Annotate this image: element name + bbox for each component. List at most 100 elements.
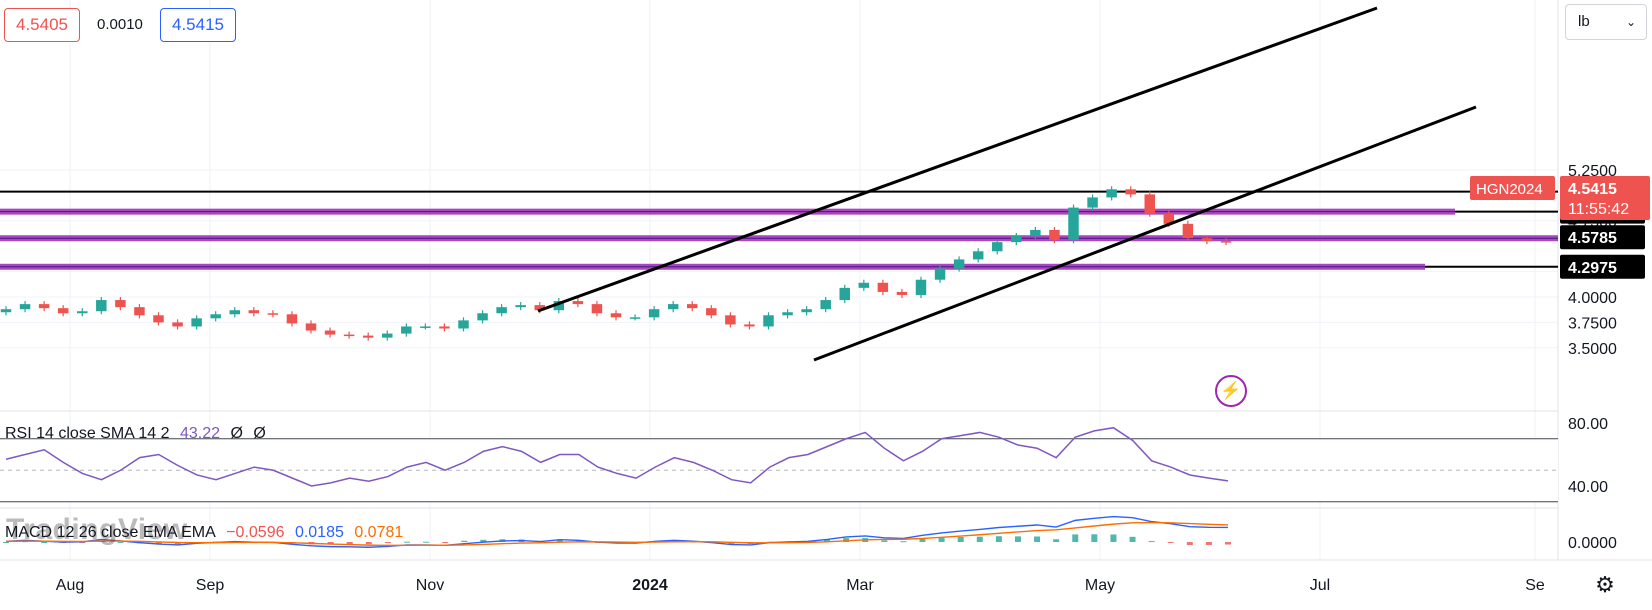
macd-histogram-bar bbox=[117, 541, 124, 543]
candle bbox=[172, 319, 183, 330]
candle bbox=[782, 309, 793, 319]
candle-body bbox=[153, 315, 164, 323]
macd-histogram-bar bbox=[423, 541, 430, 543]
candle-body bbox=[687, 304, 698, 309]
symbol-badge-text: HGN2024 bbox=[1476, 181, 1543, 198]
candle bbox=[1106, 186, 1117, 201]
candle bbox=[96, 297, 107, 315]
candle bbox=[839, 284, 850, 304]
candle bbox=[210, 311, 221, 322]
candle-body bbox=[0, 309, 12, 313]
macd-line-value: 0.0185 bbox=[294, 524, 344, 541]
candle-body bbox=[1144, 194, 1155, 214]
candle-body bbox=[591, 304, 603, 314]
rsi-label: RSI 14 close SMA 14 2 bbox=[5, 425, 170, 442]
level-badge-text: 4.5785 bbox=[1568, 230, 1617, 247]
candle bbox=[877, 279, 889, 295]
level-badge-text: 4.2975 bbox=[1568, 260, 1617, 277]
macd-histogram-bar bbox=[79, 542, 86, 543]
candle bbox=[953, 256, 965, 272]
macd-histogram-bar bbox=[174, 542, 181, 545]
gear-icon[interactable]: ⚙ bbox=[1595, 572, 1615, 597]
trendline-lower bbox=[813, 105, 1477, 362]
last-price-badge: 4.5415 11:55:42 bbox=[1560, 176, 1650, 220]
candle bbox=[1220, 238, 1232, 246]
rsi-tick-label: 80.00 bbox=[1568, 416, 1608, 433]
candle bbox=[420, 323, 431, 330]
candle bbox=[1030, 226, 1041, 240]
macd-histogram-bar bbox=[1053, 539, 1060, 542]
candle-body bbox=[324, 330, 336, 335]
level-badge: 4.5785 bbox=[1560, 225, 1645, 250]
candle bbox=[1087, 194, 1098, 211]
candle bbox=[972, 248, 984, 263]
candle-body bbox=[362, 335, 374, 338]
candle bbox=[744, 321, 755, 330]
candle-body bbox=[667, 304, 679, 310]
time-tick-label: Aug bbox=[56, 577, 84, 594]
ask-price-box[interactable]: 4.5415 bbox=[160, 8, 236, 42]
macd-histogram-bar bbox=[995, 536, 1002, 542]
candle-body bbox=[458, 320, 469, 329]
candle-body bbox=[1030, 229, 1041, 237]
time-tick-label: Nov bbox=[416, 577, 444, 594]
candle bbox=[153, 312, 164, 326]
tradingview-watermark: TradingView bbox=[6, 513, 188, 546]
lightning-icon[interactable]: ⚡ bbox=[1215, 375, 1247, 407]
rsi-tick-label: 40.00 bbox=[1568, 479, 1608, 496]
macd-histogram-bar bbox=[881, 540, 888, 542]
candle-body bbox=[706, 308, 717, 316]
candle-body bbox=[439, 326, 450, 329]
candle bbox=[1201, 235, 1213, 245]
macd-histogram-bar bbox=[384, 542, 391, 544]
candle-body bbox=[1068, 207, 1079, 241]
level-badge-bg bbox=[1560, 254, 1645, 279]
macd-histogram-bar bbox=[1148, 541, 1155, 543]
macd-histogram-bar bbox=[1129, 536, 1136, 542]
unit-dropdown[interactable]: lb ⌄ bbox=[1565, 4, 1647, 40]
candle-body bbox=[477, 313, 488, 321]
rsi-null-2: Ø bbox=[253, 425, 266, 442]
macd-histogram-bar bbox=[843, 538, 850, 542]
candle-body bbox=[77, 311, 88, 314]
candle-body bbox=[820, 300, 831, 310]
bid-price-box[interactable]: 4.5405 bbox=[4, 8, 80, 42]
macd-histogram-bar bbox=[1091, 534, 1098, 542]
last-price-text: 4.5415 bbox=[1568, 181, 1617, 198]
price-tick-label: 3.5000 bbox=[1568, 341, 1617, 358]
macd-hist-value: −0.0596 bbox=[226, 524, 285, 541]
macd-signal-line bbox=[5, 521, 1229, 547]
macd-histogram-bar bbox=[327, 542, 334, 545]
macd-legend[interactable]: MACD 12 26 close EMA EMA −0.0596 0.0185 … bbox=[5, 524, 409, 542]
pane-separators bbox=[0, 0, 1652, 561]
chevron-down-icon: ⌄ bbox=[1625, 15, 1636, 29]
macd-histogram-bar bbox=[365, 542, 372, 545]
candle bbox=[1182, 220, 1194, 242]
candle bbox=[648, 306, 660, 321]
macd-histogram-bar bbox=[461, 540, 468, 542]
candle-body bbox=[1106, 189, 1117, 198]
candle-body bbox=[839, 287, 850, 301]
candle bbox=[553, 298, 565, 314]
time-tick-label: May bbox=[1085, 577, 1115, 594]
candle bbox=[1125, 186, 1136, 198]
macd-tick-label: 0.0000 bbox=[1568, 535, 1617, 552]
rsi-value: 43.22 bbox=[179, 425, 221, 442]
candle-body bbox=[896, 291, 908, 295]
candle bbox=[1068, 204, 1079, 244]
candle bbox=[801, 306, 812, 316]
rsi-pane bbox=[0, 426, 1558, 503]
candle-body bbox=[915, 279, 927, 295]
candle bbox=[858, 279, 870, 291]
candle-body bbox=[572, 301, 584, 305]
candle bbox=[248, 307, 260, 317]
trendline-upper bbox=[537, 6, 1378, 313]
countdown-text: 11:55:42 bbox=[1568, 201, 1629, 218]
candle bbox=[439, 323, 450, 332]
rsi-legend[interactable]: RSI 14 close SMA 14 2 43.22 Ø Ø bbox=[5, 425, 272, 443]
candle-body bbox=[953, 259, 965, 269]
candle bbox=[896, 288, 908, 299]
candles bbox=[0, 186, 1232, 341]
candle bbox=[38, 301, 50, 312]
